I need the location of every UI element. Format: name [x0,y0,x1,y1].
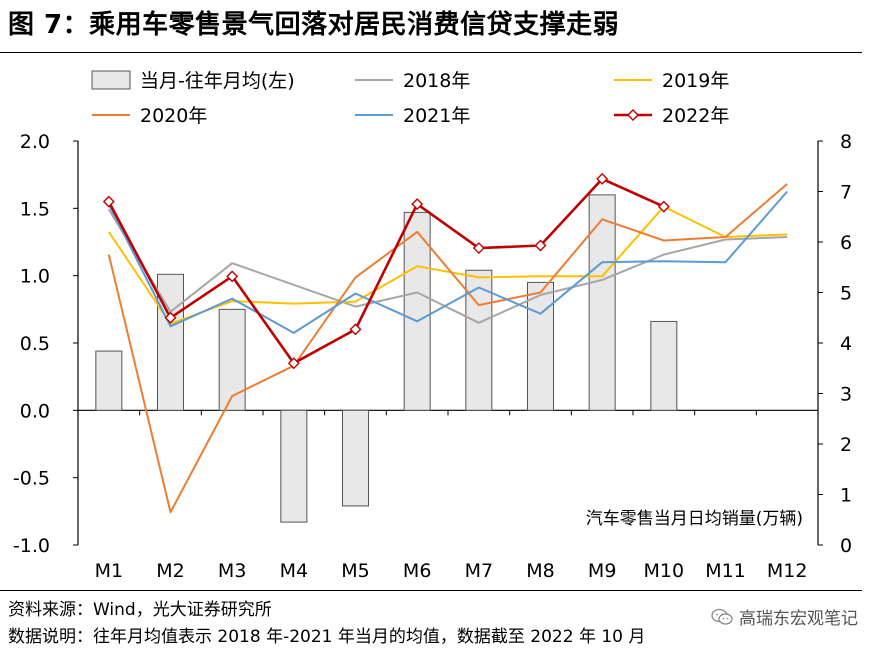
left-tick-label: -1.0 [13,535,50,557]
title-divider [0,52,862,53]
bar-m4 [280,409,308,523]
series-point-2022 [534,239,547,252]
bar-m3 [218,308,246,411]
footer-divider [0,590,862,591]
bar-m5 [342,409,369,507]
bar-m8 [527,281,554,411]
series-line-2018 [107,208,788,324]
right-tick-label: 3 [840,384,852,406]
legend-label-2020: 2020年 [140,105,207,127]
x-tick-label: M4 [280,560,308,582]
legend-label-2019: 2019年 [662,70,729,92]
figure-title: 图 7：乘用车零售景气回落对居民消费信贷支撑走弱 [8,10,620,40]
series-point-2022 [102,195,115,208]
series-line-2021 [107,190,788,334]
right-tick-label: 5 [840,283,852,305]
series-point-2022 [596,172,609,185]
legend-label-bar: 当月-往年月均(左) [140,70,295,92]
x-tick-label: M10 [644,560,685,582]
x-tick-label: M11 [705,560,746,582]
right-axis-title: 汽车零售当月日均销量(万辆) [586,509,803,529]
series-line-2020 [107,183,788,514]
chart: 2.0 1.5 1.0 0.5 0.0 -0.5 -1.0 8 7 6 5 4 3 2 1 0 M1 M2 M3 M4… [13,70,852,582]
series-point-2022 [226,270,239,283]
series-line-2022 [107,177,665,365]
wechat-icon [711,608,733,625]
left-tick-label: 1.5 [20,198,50,220]
data-description-note: 数据说明：往年月均值表示 2018 年-2021 年当月的均值，数据截至 202… [8,627,646,647]
series-line-2019 [107,205,788,325]
right-tick-label: 0 [840,535,852,557]
left-tick-label: -0.5 [13,468,50,490]
bar-m1 [95,350,123,411]
right-tick-label: 7 [840,182,852,204]
series-point-2022 [657,200,670,213]
watermark: 高瑞东宏观笔记 [711,604,858,629]
legend-label-2021: 2021年 [403,105,470,127]
right-tick-label: 6 [840,232,852,254]
series-point-2022 [349,323,362,336]
legend-label-2022: 2022年 [662,105,729,127]
bar-m6 [403,211,431,411]
x-tick-label: M7 [465,560,493,582]
right-tick-label: 2 [840,434,852,456]
right-tick-label: 4 [840,333,852,355]
series-point-2022 [287,357,300,370]
x-tick-label: M5 [341,560,369,582]
x-tick-label: M12 [767,560,808,582]
legend-marker [627,109,639,121]
legend-label-2018: 2018年 [403,70,470,92]
watermark-text: 高瑞东宏观笔记 [739,609,858,629]
left-tick-label: 0.0 [20,400,50,422]
series-point-2022 [164,311,177,324]
x-tick-label: M2 [156,560,184,582]
x-tick-label: M6 [403,560,431,582]
x-tick-label: M8 [526,560,554,582]
x-tick-label: M3 [218,560,246,582]
x-tick-label: M9 [588,560,616,582]
source-note: 资料来源：Wind，光大证券研究所 [8,600,272,620]
series-point-2022 [411,198,424,211]
right-tick-label: 8 [840,131,852,153]
left-tick-label: 1.0 [20,266,50,288]
left-tick-label: 2.0 [20,131,50,153]
bar-m10 [650,320,678,411]
legend-bar-swatch [91,70,131,90]
bar-m9 [588,194,616,411]
right-tick-label: 1 [840,485,852,507]
series-point-2022 [472,242,485,255]
x-tick-label: M1 [95,560,123,582]
left-tick-label: 0.5 [20,333,50,355]
